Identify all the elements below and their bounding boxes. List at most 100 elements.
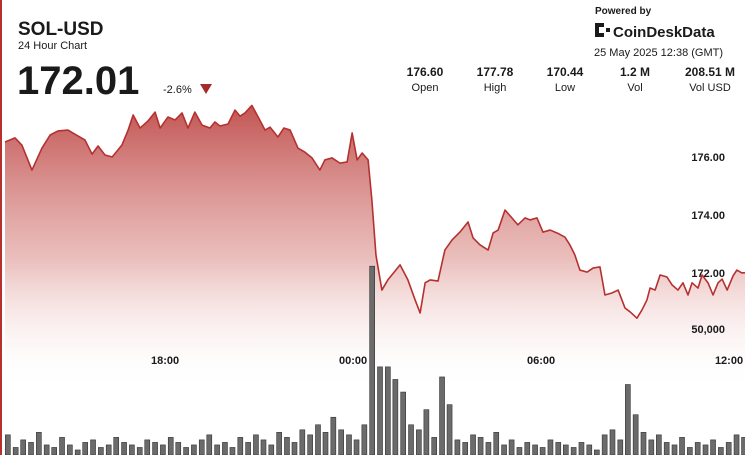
x-tick-label: 06:00 [527, 355, 555, 367]
volume-bar [400, 391, 407, 455]
volume-bar [167, 437, 174, 455]
volume-bar [493, 432, 500, 455]
volume-bar [454, 439, 461, 455]
volume-bar [43, 444, 50, 455]
stat-value: 170.44 [547, 65, 584, 79]
volume-bar [144, 439, 151, 455]
x-tick-label: 00:00 [339, 355, 367, 367]
volume-bar [20, 439, 26, 455]
volume-bar [679, 437, 685, 455]
volume-bar [369, 265, 375, 455]
y-tick-label: 172.00 [691, 268, 725, 280]
volume-bar [67, 444, 73, 455]
volume-bar [524, 442, 531, 455]
volume-bar [245, 442, 251, 455]
volume-bar [416, 429, 422, 455]
volume-bar [346, 434, 352, 455]
volume-bar [625, 384, 631, 455]
volume-bar [82, 442, 89, 455]
volume-bar [516, 447, 523, 455]
volume-bar [547, 439, 554, 455]
volume-bar [98, 447, 104, 455]
volume-bar [229, 447, 236, 455]
volume-bar [51, 447, 57, 455]
volume-bar [353, 439, 360, 455]
stat-value: 177.78 [477, 65, 514, 79]
down-arrow [200, 84, 212, 94]
volume-bar [136, 447, 143, 455]
volume-bar [105, 444, 112, 455]
stat-label: Vol [627, 82, 642, 94]
volume-bar [284, 437, 290, 455]
volume-bar [59, 437, 65, 455]
volume-bar [113, 437, 120, 455]
volume-bar [276, 432, 282, 455]
volume-bar [152, 442, 158, 455]
x-tick-label: 18:00 [151, 355, 179, 367]
volume-bar [291, 442, 298, 455]
volume-bar [733, 434, 740, 455]
volume-bar [671, 444, 678, 455]
volume-bar [315, 424, 321, 455]
volume-bar [718, 447, 724, 455]
volume-bar [562, 444, 569, 455]
powered-by: Powered by [595, 6, 652, 17]
volume-bar [462, 442, 469, 455]
volume-bar [648, 439, 655, 455]
volume-bar [594, 449, 600, 455]
timestamp: 25 May 2025 12:38 (GMT) [594, 47, 723, 59]
last-price: 172.01 [17, 59, 139, 103]
stat-label: Open [412, 82, 439, 94]
volume-bar [539, 447, 546, 455]
volume-bar [198, 439, 205, 455]
plot-area: 172.00 174.00 176.00 50,000 18:00 00:00 06:00 1… [4, 104, 745, 455]
volume-bar [439, 376, 445, 455]
volume-bar [183, 447, 189, 455]
stat-value: 176.60 [407, 65, 444, 79]
volume-bar [5, 434, 11, 455]
volume-bar [175, 442, 182, 455]
volume-bar [532, 444, 538, 455]
y-tick-label: 174.00 [691, 210, 725, 222]
chart-subtitle: 24 Hour Chart [18, 40, 87, 52]
volume-bar [330, 416, 337, 455]
left-edge [0, 0, 2, 455]
volume-bar [214, 444, 220, 455]
volume-bar [268, 444, 275, 455]
volume-bar [28, 442, 34, 455]
volume-bar [12, 447, 19, 455]
volume-bar [206, 434, 213, 455]
volume-bar [338, 429, 344, 455]
volume-bar [570, 447, 577, 455]
volume-bar [299, 429, 306, 455]
volume-bar [446, 404, 453, 455]
volume-bar [36, 432, 42, 455]
x-tick-label: 12:00 [715, 355, 743, 367]
volume-bar [640, 432, 647, 455]
stat-label: Vol USD [689, 82, 731, 94]
y-tick-label: 176.00 [691, 152, 725, 164]
volume-bar [702, 444, 709, 455]
volume-bar [260, 439, 267, 455]
volume-bar [617, 439, 624, 455]
volume-bar [423, 409, 430, 455]
volume-bar [431, 437, 438, 455]
chart-title: SOL-USD [18, 19, 104, 40]
volume-bar [687, 447, 693, 455]
volume-bar [377, 366, 383, 455]
brand-icon [595, 23, 610, 37]
price-area [5, 105, 745, 455]
stats: 176.60 Open 177.78 High 170.44 Low 1.2 M Vol 208… [407, 65, 735, 94]
volume-bar [586, 444, 593, 455]
volume-bar [90, 439, 96, 455]
volume-bar [191, 444, 197, 455]
volume-bar [485, 442, 492, 455]
volume-bar [121, 442, 127, 455]
volume-bar [632, 414, 639, 455]
volume-bar [555, 442, 562, 455]
volume-bar [725, 442, 732, 455]
volume-bar [307, 434, 313, 455]
brand: CoinDeskData [613, 24, 715, 41]
volume-bar [501, 444, 507, 455]
